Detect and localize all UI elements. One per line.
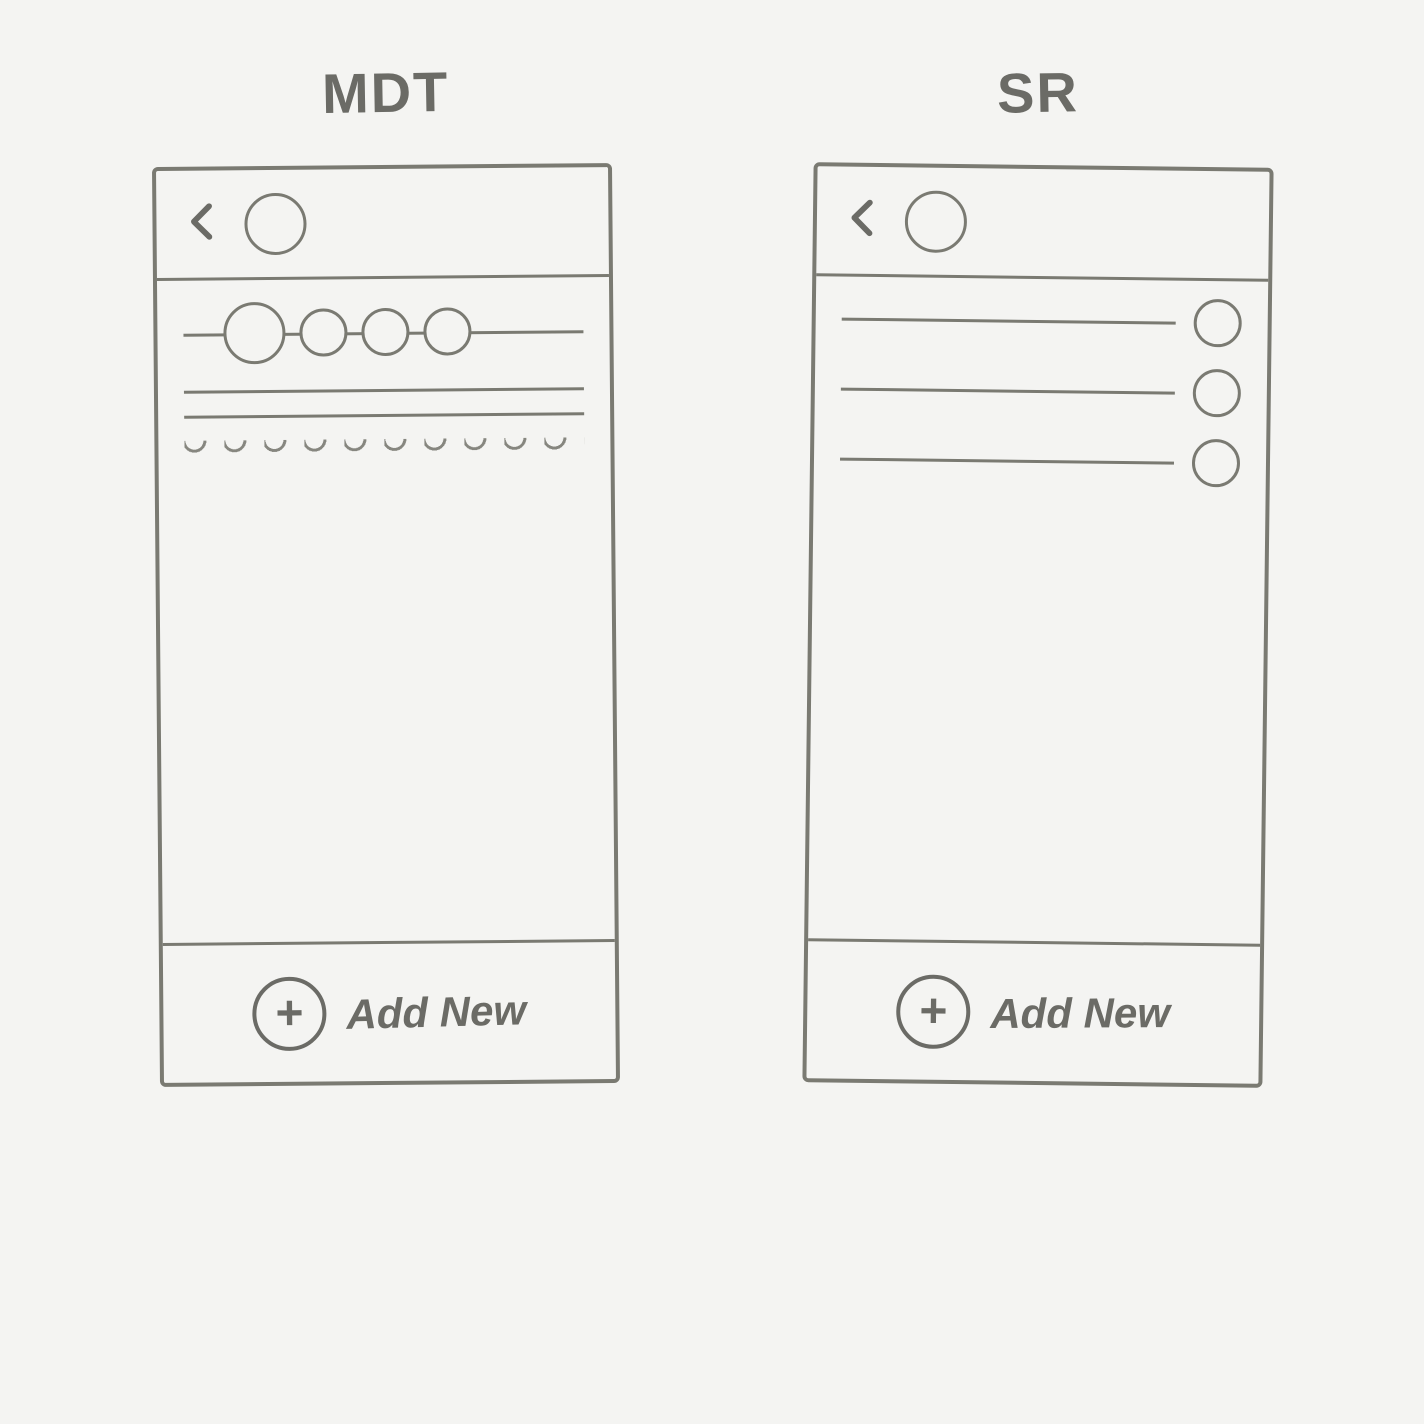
tab-circles (223, 300, 472, 364)
content-line (184, 387, 584, 393)
tab-circle-icon[interactable] (299, 308, 347, 356)
sr-phone-frame: + Add New (802, 162, 1273, 1088)
sr-header (816, 166, 1269, 282)
list-item[interactable] (841, 295, 1242, 348)
sr-column: SR + Add New (772, 60, 1304, 1085)
mdt-tab-row (183, 295, 584, 368)
back-icon[interactable] (180, 198, 226, 249)
radio-icon[interactable] (1193, 369, 1242, 418)
sr-footer: + Add New (806, 938, 1260, 1084)
tab-circle-icon[interactable] (361, 308, 409, 356)
tab-circle-icon[interactable] (223, 302, 286, 365)
add-new-button[interactable]: + (896, 974, 971, 1049)
content-line (184, 412, 584, 418)
mdt-header (156, 167, 609, 281)
add-new-label: Add New (346, 986, 527, 1039)
sr-title: SR (997, 59, 1080, 125)
item-line (842, 317, 1176, 324)
item-line (840, 457, 1174, 464)
mdt-column: MDT + Add New (120, 60, 652, 1085)
radio-icon[interactable] (1192, 439, 1241, 488)
list-item[interactable] (841, 365, 1242, 418)
add-new-button[interactable]: + (252, 976, 327, 1051)
mdt-footer: + Add New (163, 939, 616, 1083)
back-icon[interactable] (841, 195, 888, 247)
avatar-icon[interactable] (244, 192, 307, 255)
tab-circle-icon[interactable] (423, 307, 471, 355)
sr-body (808, 276, 1268, 943)
item-line (841, 387, 1175, 394)
content-wavy-line (184, 437, 584, 452)
mdt-phone-frame: + Add New (152, 163, 620, 1087)
radio-icon[interactable] (1193, 299, 1242, 348)
avatar-icon[interactable] (905, 190, 968, 253)
mdt-title: MDT (322, 59, 450, 126)
mdt-body (157, 277, 615, 943)
list-item[interactable] (840, 435, 1241, 488)
add-new-label: Add New (990, 989, 1170, 1038)
